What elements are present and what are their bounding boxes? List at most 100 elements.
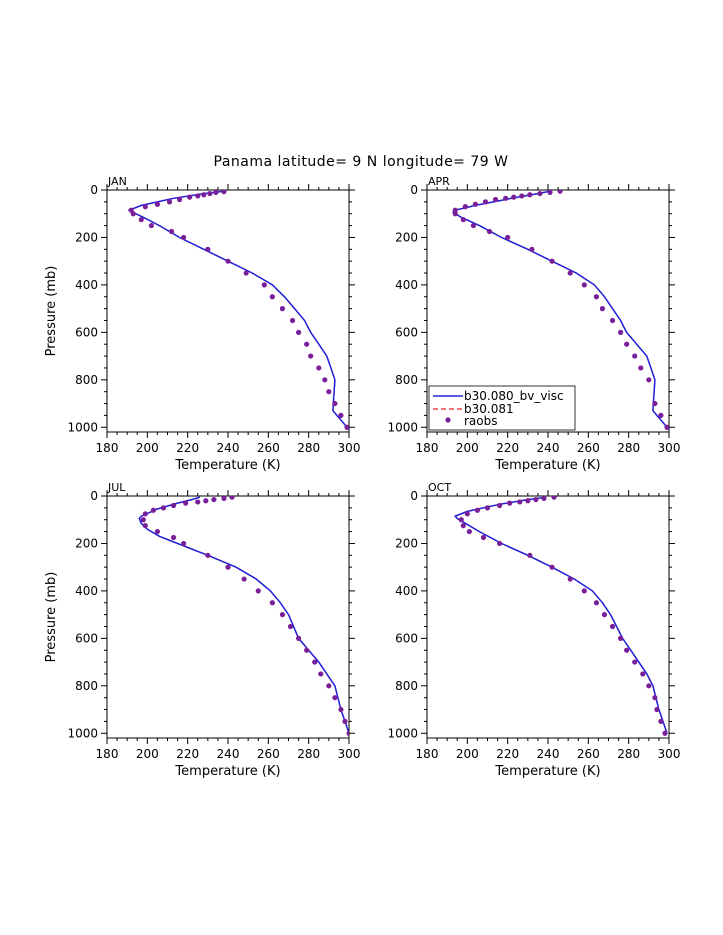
y-tick-label: 0 bbox=[90, 183, 98, 197]
x-tick-label: 200 bbox=[136, 747, 159, 761]
x-axis-title: Temperature (K) bbox=[174, 458, 280, 473]
raobs-point bbox=[507, 500, 513, 506]
raobs-point bbox=[664, 424, 669, 430]
raobs-point bbox=[195, 193, 201, 199]
raobs-point bbox=[529, 246, 535, 252]
y-tick-label: 600 bbox=[75, 631, 98, 645]
x-tick-label: 200 bbox=[456, 441, 479, 455]
raobs-point bbox=[142, 523, 148, 529]
raobs-point bbox=[525, 498, 531, 504]
raobs-point bbox=[304, 341, 310, 347]
y-tick-label: 1000 bbox=[67, 420, 98, 434]
raobs-point bbox=[140, 517, 146, 523]
x-tick-label: 260 bbox=[577, 747, 600, 761]
x-tick-label: 300 bbox=[338, 441, 361, 455]
x-tick-label: 220 bbox=[176, 747, 199, 761]
x-tick-label: 260 bbox=[257, 441, 280, 455]
raobs-point bbox=[618, 329, 624, 335]
plot-frame bbox=[426, 495, 670, 739]
x-tick-label: 220 bbox=[176, 441, 199, 455]
raobs-point bbox=[181, 540, 187, 547]
raobs-point bbox=[646, 377, 652, 383]
legend-box bbox=[428, 385, 576, 431]
raobs-point bbox=[581, 282, 587, 288]
raobs-point bbox=[497, 540, 503, 547]
y-tick-label: 800 bbox=[395, 679, 418, 693]
y-tick-label: 800 bbox=[395, 373, 418, 387]
raobs-point bbox=[203, 498, 209, 504]
x-tick-label: 220 bbox=[496, 747, 519, 761]
raobs-point bbox=[279, 612, 286, 618]
raobs-point bbox=[470, 222, 476, 229]
raobs-point bbox=[511, 194, 517, 200]
raobs-point bbox=[452, 207, 458, 213]
raobs-point bbox=[646, 683, 652, 689]
panel-label: APR bbox=[428, 175, 450, 188]
chart-panel-jan: JAN 180 200 220 240 260 280 300 0 200 400 600 800 100… bbox=[44, 175, 360, 473]
plot-frame bbox=[106, 189, 350, 433]
raobs-point bbox=[269, 294, 275, 300]
raobs-point bbox=[480, 534, 487, 541]
raobs-point bbox=[638, 365, 644, 371]
raobs-point bbox=[338, 706, 344, 713]
raobs-point bbox=[460, 523, 466, 529]
raobs-point bbox=[632, 659, 638, 665]
raobs-point bbox=[640, 671, 646, 677]
x-tick-label: 280 bbox=[617, 441, 640, 455]
raobs-point bbox=[287, 623, 294, 630]
x-tick-label: 200 bbox=[136, 441, 159, 455]
raobs-point bbox=[460, 217, 466, 223]
raobs-point bbox=[148, 222, 154, 229]
raobs-point bbox=[195, 499, 201, 505]
raobs-point bbox=[581, 588, 587, 594]
raobs-point bbox=[255, 588, 261, 594]
raobs-point bbox=[609, 317, 616, 324]
x-tick-label: 240 bbox=[537, 747, 560, 761]
x-tick-label: 260 bbox=[257, 747, 280, 761]
raobs-point bbox=[541, 496, 547, 501]
raobs-point bbox=[474, 507, 481, 513]
y-tick-label: 600 bbox=[395, 631, 418, 645]
raobs-point bbox=[662, 730, 668, 736]
b30-080-bv-visc-line bbox=[138, 496, 349, 734]
raobs-point bbox=[142, 511, 148, 517]
raobs-point bbox=[213, 190, 219, 195]
raobs-point bbox=[241, 576, 247, 582]
raobs-point bbox=[138, 217, 144, 223]
raobs-point bbox=[486, 228, 493, 235]
x-tick-label: 240 bbox=[217, 747, 240, 761]
raobs-point bbox=[211, 496, 217, 503]
raobs-point bbox=[181, 234, 187, 241]
raobs-point bbox=[492, 196, 499, 203]
raobs-point bbox=[464, 511, 470, 517]
chart-panel-oct: OCT 180 200 220 240 260 280 300 0 200 400 600 800 100… bbox=[387, 481, 680, 779]
y-axis-title: Pressure (mb) bbox=[44, 572, 59, 663]
raobs-point bbox=[183, 500, 189, 506]
raobs-point bbox=[593, 294, 600, 300]
y-tick-label: 200 bbox=[395, 230, 418, 244]
raobs-point bbox=[308, 353, 314, 359]
x-tick-label: 180 bbox=[96, 441, 119, 455]
raobs-point bbox=[618, 635, 624, 641]
panel-label: JUL bbox=[107, 481, 126, 494]
raobs-point bbox=[205, 246, 211, 252]
raobs-point bbox=[458, 517, 464, 523]
raobs-point bbox=[322, 377, 328, 383]
raobs-point bbox=[652, 695, 658, 701]
raobs-point bbox=[160, 505, 167, 511]
raobs-point bbox=[243, 270, 249, 276]
y-tick-label: 1000 bbox=[387, 726, 418, 740]
raobs-point bbox=[557, 190, 563, 194]
y-tick-label: 400 bbox=[395, 278, 418, 292]
raobs-point bbox=[205, 552, 211, 558]
legend-swatch-dot bbox=[445, 417, 451, 423]
raobs-point bbox=[658, 718, 664, 724]
raobs-point bbox=[462, 204, 468, 210]
raobs-point bbox=[497, 502, 503, 509]
x-axis-title: Temperature (K) bbox=[174, 764, 280, 779]
raobs-point bbox=[517, 499, 523, 505]
raobs-point bbox=[632, 353, 638, 359]
x-tick-label: 240 bbox=[537, 441, 560, 455]
raobs-point bbox=[166, 199, 173, 205]
raobs-point bbox=[599, 306, 606, 312]
